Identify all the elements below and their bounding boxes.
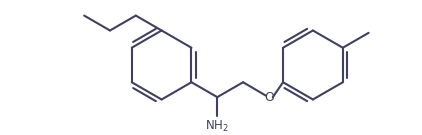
- Text: NH$_2$: NH$_2$: [206, 119, 229, 134]
- Text: O: O: [264, 91, 274, 104]
